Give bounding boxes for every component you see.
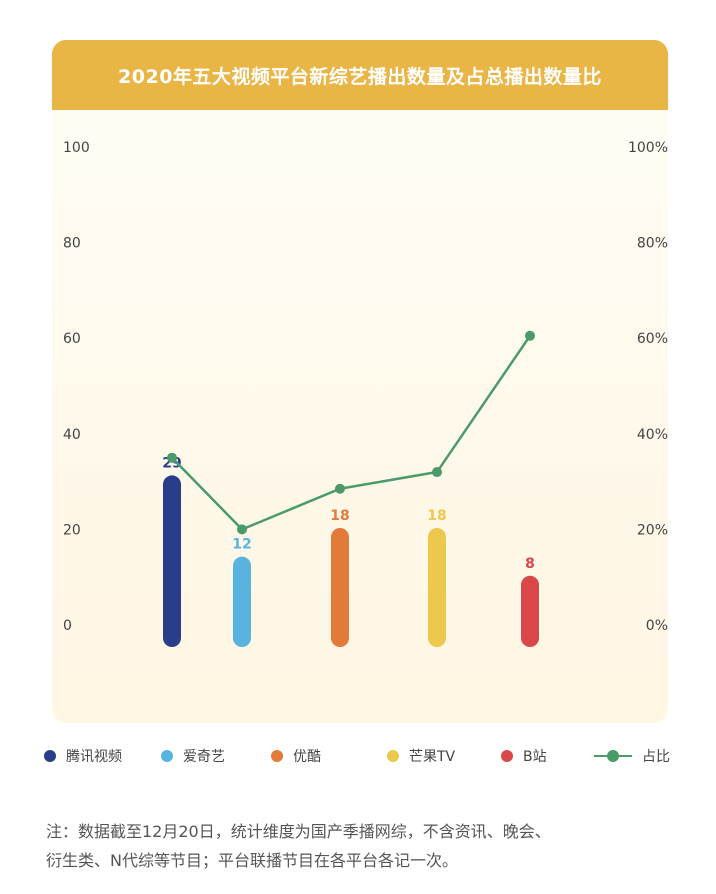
y-left-tick-label: 0: [63, 618, 72, 634]
chart-card: 2020年五大视频平台新综艺播出数量及占总播出数量比: [52, 40, 668, 723]
legend-item-mango: 芒果TV: [387, 742, 455, 770]
chart-header: 2020年五大视频平台新综艺播出数量及占总播出数量比: [52, 40, 668, 110]
y-right-tick-label: 80%: [637, 236, 668, 252]
y-left-tick-label: 20: [63, 522, 81, 538]
legend-swatch-iqiyi: [161, 750, 173, 762]
ratio-point: [167, 452, 177, 463]
y-left-tick-label: 100: [63, 140, 90, 156]
ratio-point: [432, 467, 442, 478]
legend-item-iqiyi: 爱奇艺: [161, 742, 225, 770]
bar-value-label: 18: [330, 508, 349, 524]
footnote-line-2: 衍生类、N代综等节目；平台联播节目在各平台各记一次。: [46, 851, 458, 870]
legend-swatch-mango: [387, 750, 399, 762]
bar: [331, 527, 349, 647]
y-right-tick-label: 0%: [646, 618, 668, 634]
legend-label-iqiyi: 爱奇艺: [183, 749, 225, 765]
y-left-tick-label: 60: [63, 331, 81, 347]
legend-label-youku: 优酷: [293, 749, 321, 765]
bar: [521, 575, 539, 647]
y-right-tick-label: 60%: [637, 331, 668, 347]
legend-swatch-tencent: [44, 750, 56, 762]
legend-swatch-bilibili: [501, 750, 513, 762]
y-right-tick-label: 20%: [637, 522, 668, 538]
legend-label-mango: 芒果TV: [409, 749, 456, 765]
ratio-point: [525, 330, 535, 341]
legend-item-tencent: 腾讯视频: [44, 742, 122, 770]
y-left-tick-label: 80: [63, 236, 81, 252]
y-right-tick-label: 100%: [628, 140, 668, 156]
y-left-tick-label: 40: [63, 427, 81, 443]
legend-label-ratio: 占比: [642, 749, 670, 765]
legend-item-ratio: 占比: [594, 742, 670, 770]
ratio-point: [335, 483, 345, 494]
chart-title: 2020年五大视频平台新综艺播出数量及占总播出数量比: [118, 65, 602, 88]
bar-value-label: 29: [162, 455, 181, 471]
y-right-tick-label: 40%: [637, 427, 668, 443]
bar-value-label: 8: [525, 556, 535, 572]
legend-swatch-ratio: [594, 750, 632, 762]
footnote: 注：数据截至12月20日，统计维度为国产季播网综，不含资讯、晚会、 衍生类、N代…: [46, 817, 686, 875]
legend-label-bilibili: B站: [523, 749, 547, 765]
legend-item-bilibili: B站: [501, 742, 547, 770]
legend-label-tencent: 腾讯视频: [66, 749, 122, 765]
bar-value-label: 12: [232, 537, 251, 553]
footnote-line-1: 注：数据截至12月20日，统计维度为国产季播网综，不含资讯、晚会、: [46, 822, 551, 841]
legend-swatch-youku: [271, 750, 283, 762]
legend-item-youku: 优酷: [271, 742, 321, 770]
ratio-line: [171, 335, 532, 531]
ratio-point: [237, 524, 247, 535]
bar: [163, 475, 181, 647]
bar: [233, 556, 251, 647]
bar-value-label: 18: [427, 508, 446, 524]
chart-legend: 腾讯视频 爱奇艺 优酷 芒果TV B站 占比: [0, 742, 716, 770]
bar: [428, 527, 446, 647]
